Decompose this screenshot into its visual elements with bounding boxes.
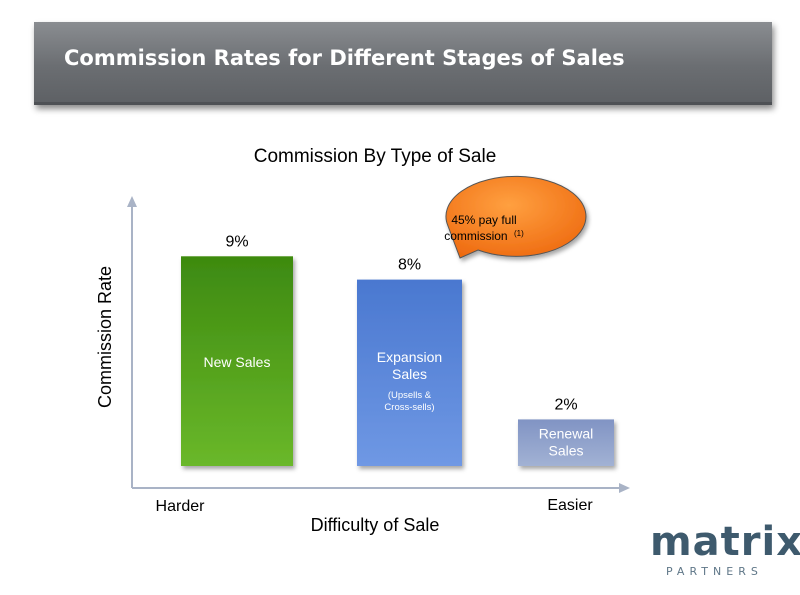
value-label-new-sales: 9% (225, 233, 248, 250)
callout-superscript: (1) (514, 229, 524, 238)
category-label-new-sales-1: New Sales (204, 354, 271, 370)
callout-bubble (445, 175, 587, 259)
x-axis-arrow (619, 483, 630, 493)
slide-title: Commission Rates for Different Stages of… (64, 46, 625, 70)
bar-new-sales (181, 256, 293, 466)
category-sublabel-expansion-sales-1: (Upsells & (388, 390, 432, 401)
x-right-label: Easier (547, 497, 593, 514)
value-label-expansion-sales: 8% (398, 257, 421, 274)
callout-line-2: commission (1) (444, 229, 524, 243)
y-axis-arrow (127, 196, 137, 207)
category-label-expansion-sales-1: Expansion (377, 349, 442, 365)
bar-expansion-sales (357, 279, 462, 466)
category-label-expansion-sales-2: Sales (392, 366, 427, 382)
bar-renewal-sales (518, 419, 614, 466)
matrix-logo-sub: PARTNERS (666, 565, 763, 578)
matrix-logo-word: matrix (650, 519, 800, 565)
category-label-renewal-sales-2: Sales (548, 443, 583, 459)
chart-title: Commission By Type of Sale (253, 146, 497, 167)
x-left-label: Harder (156, 498, 206, 515)
category-sublabel-expansion-sales-2: Cross-sells) (384, 402, 434, 413)
category-label-renewal-sales-1: Renewal (539, 426, 593, 442)
value-label-renewal-sales: 2% (554, 396, 577, 413)
callout-line-2-text: commission (444, 229, 507, 243)
y-axis-title: Commission Rate (95, 266, 115, 408)
title-banner: Commission Rates for Different Stages of… (34, 22, 772, 105)
callout-line-1: 45% pay full (451, 213, 516, 227)
x-axis-title: Difficulty of Sale (311, 515, 440, 535)
